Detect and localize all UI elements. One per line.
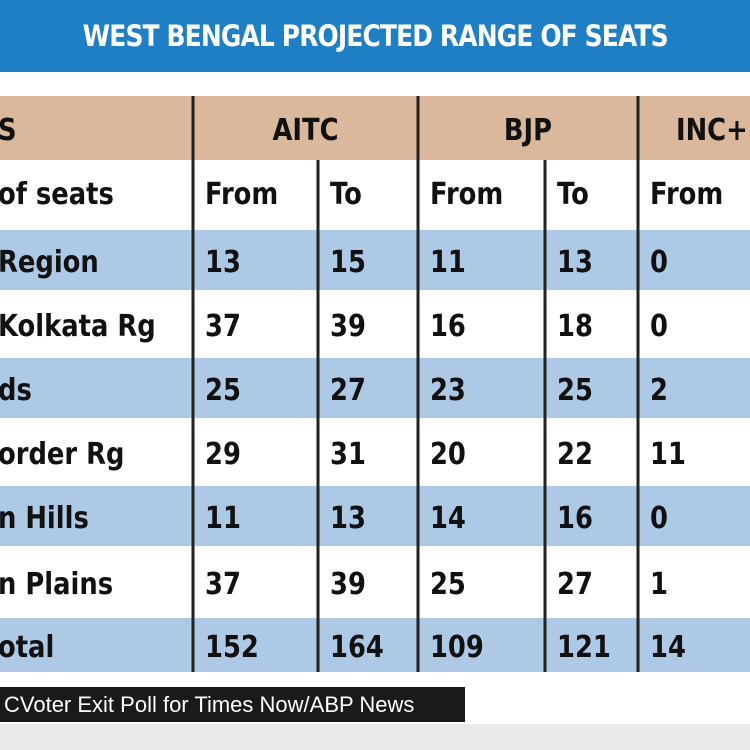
- source-box: CVoter Exit Poll for Times Now/ABP News: [0, 687, 465, 722]
- row-cell: 29: [205, 436, 241, 471]
- header-group-bjp: BJP: [504, 112, 552, 147]
- subheader-cell: To: [557, 176, 589, 211]
- row-cell: 31: [330, 436, 366, 471]
- row-cell: 16: [430, 308, 466, 343]
- row-cell: 22: [557, 436, 593, 471]
- header-band: [0, 96, 750, 160]
- row-cell: 0: [650, 308, 668, 343]
- row-cell: 109: [430, 629, 484, 664]
- row-cell: 0: [650, 500, 668, 535]
- row-cell: 20: [430, 436, 466, 471]
- row-cell: 39: [330, 566, 366, 601]
- subheader-cell: From: [205, 176, 278, 211]
- row-cell: 14: [650, 629, 686, 664]
- header-first-col: S: [0, 112, 17, 147]
- row-cell: 25: [557, 372, 593, 407]
- row-band: [0, 618, 750, 672]
- row-band: [0, 230, 750, 290]
- row-cell: 16: [557, 500, 593, 535]
- row-label: ds: [0, 372, 32, 407]
- row-cell: 39: [330, 308, 366, 343]
- bottom-strip: [0, 724, 750, 750]
- row-cell: 25: [205, 372, 241, 407]
- row-cell: 13: [557, 244, 593, 279]
- header-group-aitc: AITC: [272, 112, 338, 147]
- row-cell: 2: [650, 372, 668, 407]
- row-cell: 13: [205, 244, 241, 279]
- row-cell: 37: [205, 566, 241, 601]
- row-cell: 25: [430, 566, 466, 601]
- source-text: CVoter Exit Poll for Times Now/ABP News: [4, 691, 415, 717]
- row-label: Kolkata Rg: [0, 308, 156, 343]
- row-cell: 164: [330, 629, 384, 664]
- row-cell: 37: [205, 308, 241, 343]
- row-band: [0, 358, 750, 418]
- subheader-cell: To: [330, 176, 362, 211]
- row-cell: 14: [430, 500, 466, 535]
- row-cell: 1: [650, 566, 668, 601]
- row-cell: 13: [330, 500, 366, 535]
- row-label: order Rg: [0, 436, 124, 471]
- row-label: n Hills: [0, 500, 89, 535]
- row-cell: 18: [557, 308, 593, 343]
- row-label: otal: [0, 629, 54, 664]
- header-group-inc: INC+: [676, 112, 748, 147]
- row-cell: 11: [430, 244, 466, 279]
- row-cell: 11: [205, 500, 241, 535]
- row-cell: 23: [430, 372, 466, 407]
- row-cell: 11: [650, 436, 686, 471]
- row-cell: 27: [330, 372, 366, 407]
- row-cell: 0: [650, 244, 668, 279]
- row-cell: 15: [330, 244, 366, 279]
- row-cell: 152: [205, 629, 259, 664]
- row-band: [0, 486, 750, 546]
- subheader-cell: From: [430, 176, 503, 211]
- row-cell: 121: [557, 629, 611, 664]
- chart-title: WEST BENGAL PROJECTED RANGE OF SEATS: [82, 19, 668, 53]
- subheader-cell: From: [650, 176, 723, 211]
- subheader-label: of seats: [0, 176, 114, 211]
- title-banner: WEST BENGAL PROJECTED RANGE OF SEATS: [0, 0, 750, 72]
- row-label: n Plains: [0, 566, 113, 601]
- row-cell: 27: [557, 566, 593, 601]
- row-label: Region: [0, 244, 99, 279]
